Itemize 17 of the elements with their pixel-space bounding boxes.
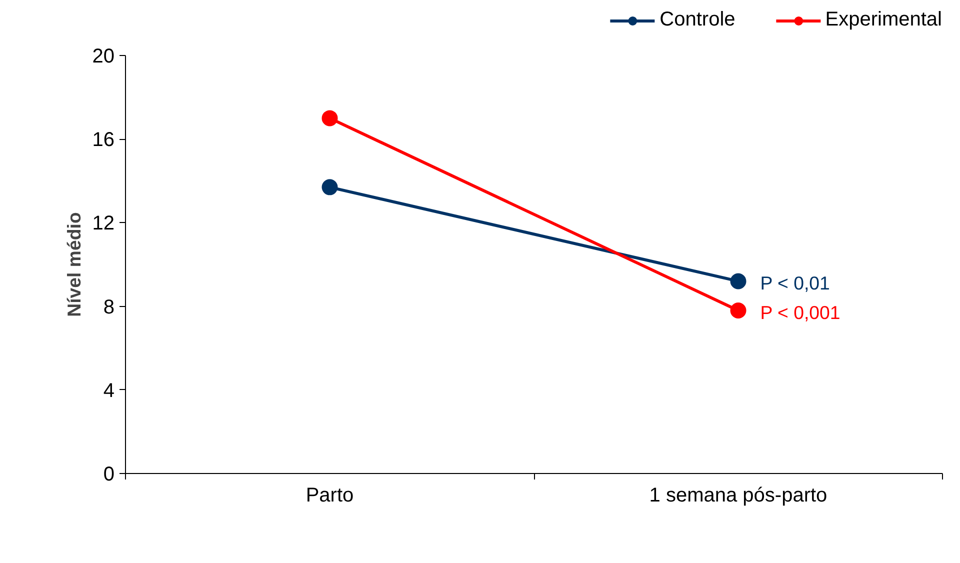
point — [322, 179, 338, 196]
y-tick-label: 12 — [92, 212, 115, 235]
point — [730, 273, 746, 290]
legend-label: Controle — [660, 8, 736, 32]
y-axis-title: Nível médio — [63, 212, 84, 317]
y-tick-label: 20 — [92, 46, 115, 68]
point — [730, 302, 746, 318]
y-tick-label: 16 — [92, 129, 115, 152]
annotation: P < 0,001 — [760, 302, 840, 323]
y-tick-label: 8 — [103, 296, 114, 318]
point — [322, 110, 338, 126]
y-tick-label: 4 — [103, 380, 114, 402]
x-tick-label: 1 semana pós-parto — [649, 484, 828, 506]
annotation: P < 0,01 — [760, 272, 830, 294]
legend-label: Experimental — [825, 8, 942, 32]
x-tick-label: Parto — [306, 484, 354, 506]
y-tick-label: 0 — [103, 464, 114, 486]
